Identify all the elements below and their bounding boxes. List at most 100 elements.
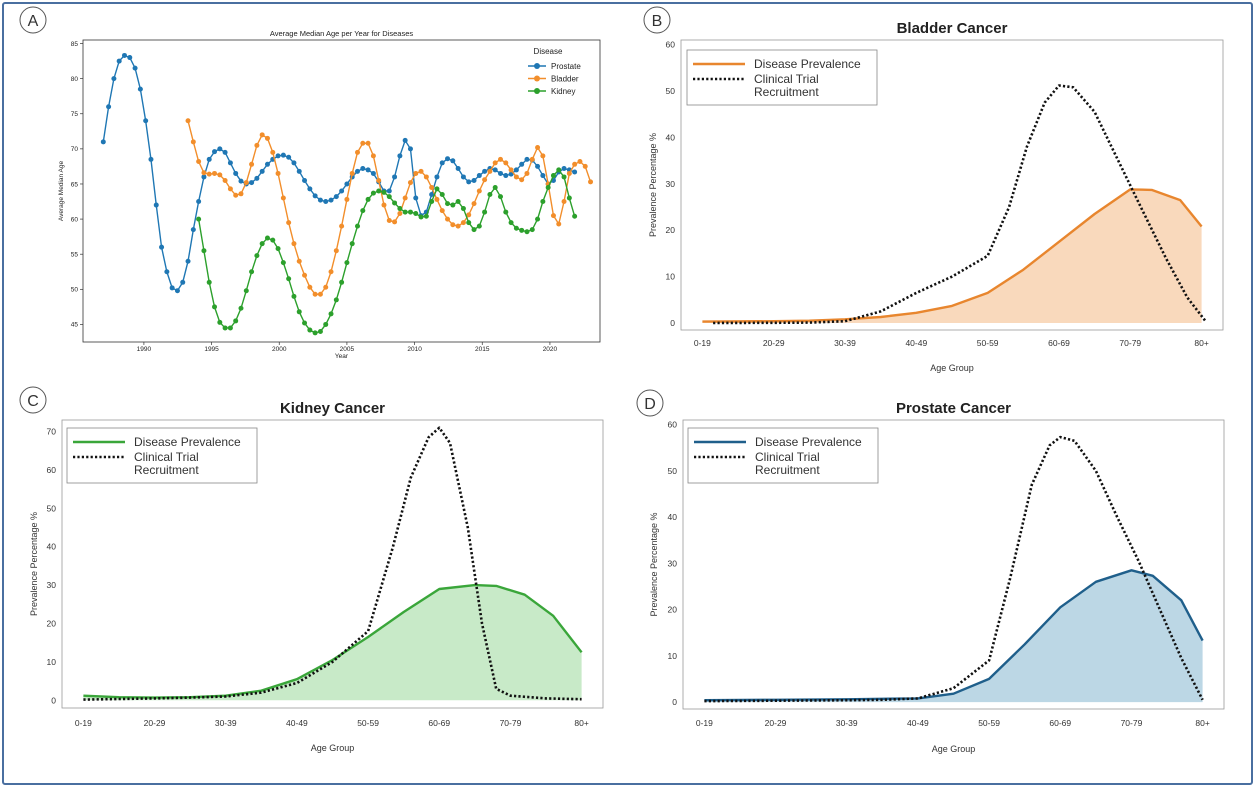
data-point bbox=[503, 209, 509, 215]
data-point bbox=[344, 196, 350, 202]
data-point bbox=[264, 235, 270, 241]
data-point bbox=[339, 279, 345, 285]
data-point bbox=[376, 177, 382, 183]
data-point bbox=[397, 210, 403, 216]
data-point bbox=[307, 186, 313, 192]
data-point bbox=[185, 118, 191, 124]
data-point bbox=[159, 244, 165, 250]
panel-letter-circle bbox=[643, 6, 671, 34]
data-point bbox=[445, 156, 451, 162]
data-point bbox=[323, 284, 329, 290]
data-point bbox=[392, 219, 398, 225]
legend-box bbox=[687, 427, 879, 484]
x-tick-label: 40-49 bbox=[907, 718, 929, 728]
panel-letter-text: A bbox=[28, 13, 39, 30]
data-point bbox=[566, 170, 572, 176]
data-point bbox=[106, 104, 112, 110]
data-point bbox=[222, 149, 228, 155]
data-point bbox=[201, 170, 207, 176]
data-point bbox=[497, 194, 503, 200]
data-point bbox=[402, 137, 408, 143]
data-point bbox=[360, 208, 366, 214]
data-point bbox=[238, 305, 244, 311]
data-point bbox=[376, 188, 382, 194]
data-point bbox=[217, 172, 223, 178]
data-point bbox=[471, 201, 477, 207]
data-point bbox=[243, 288, 249, 294]
legend-marker bbox=[534, 63, 540, 69]
x-axis-label: Year bbox=[335, 353, 349, 360]
data-point bbox=[497, 170, 503, 176]
data-point bbox=[434, 174, 440, 180]
data-point bbox=[196, 216, 202, 222]
data-point bbox=[561, 199, 567, 205]
y-tick-label: 60 bbox=[47, 465, 57, 475]
y-tick-label: 50 bbox=[71, 287, 79, 294]
data-point bbox=[201, 248, 207, 254]
data-point bbox=[206, 279, 212, 285]
y-tick-label: 60 bbox=[666, 40, 676, 50]
data-point bbox=[529, 227, 535, 233]
data-point bbox=[307, 327, 313, 333]
data-point bbox=[418, 214, 424, 220]
data-point bbox=[487, 192, 493, 198]
x-axis-label: Age Group bbox=[932, 744, 976, 754]
y-tick-label: 60 bbox=[71, 216, 79, 223]
data-point bbox=[360, 166, 366, 172]
data-point bbox=[270, 237, 276, 243]
data-point bbox=[259, 241, 265, 247]
data-point bbox=[482, 177, 488, 183]
data-point bbox=[365, 140, 371, 146]
x-tick-label: 70-79 bbox=[1121, 718, 1143, 728]
data-point bbox=[519, 161, 525, 167]
data-point bbox=[439, 192, 445, 198]
y-tick-label: 70 bbox=[71, 146, 79, 153]
series-bladder bbox=[185, 118, 594, 297]
data-point bbox=[365, 167, 371, 173]
data-point bbox=[588, 179, 594, 185]
data-point bbox=[402, 195, 408, 201]
y-axis-label: Prevalence Percentage % bbox=[29, 512, 39, 616]
data-point bbox=[513, 174, 519, 180]
data-point bbox=[397, 206, 403, 212]
y-tick-label: 65 bbox=[71, 181, 79, 188]
panel-letter-text: B bbox=[652, 13, 663, 30]
legend-label: Prostate bbox=[551, 62, 581, 71]
data-point bbox=[429, 184, 435, 190]
y-tick-label: 75 bbox=[71, 111, 79, 118]
data-point bbox=[439, 160, 445, 166]
data-point bbox=[413, 170, 419, 176]
data-point bbox=[561, 174, 567, 180]
data-point bbox=[259, 168, 265, 174]
data-point bbox=[513, 167, 519, 173]
data-point bbox=[386, 194, 392, 200]
data-point bbox=[466, 220, 472, 226]
data-point bbox=[386, 188, 392, 194]
legend-trial-label: Recruitment bbox=[134, 463, 199, 477]
data-point bbox=[233, 170, 239, 176]
data-point bbox=[238, 178, 244, 184]
x-tick-label: 20-29 bbox=[144, 718, 166, 728]
x-tick-label: 60-69 bbox=[428, 718, 450, 728]
legend-box bbox=[66, 427, 258, 484]
data-point bbox=[275, 153, 281, 159]
chart-title: Kidney Cancer bbox=[280, 400, 385, 417]
y-tick-label: 45 bbox=[71, 322, 79, 329]
prevalence-area bbox=[83, 585, 582, 701]
data-point bbox=[121, 52, 127, 58]
trial-recruitment-line bbox=[713, 84, 1207, 325]
x-tick-label: 40-49 bbox=[286, 718, 308, 728]
data-point bbox=[402, 209, 408, 215]
data-point bbox=[582, 163, 588, 169]
data-point bbox=[132, 65, 138, 71]
panel-letter-text: C bbox=[27, 393, 39, 410]
data-point bbox=[370, 153, 376, 159]
data-point bbox=[524, 170, 530, 176]
legend-trial-label: Clinical Trial bbox=[754, 72, 819, 86]
data-point bbox=[529, 156, 535, 162]
y-tick-label: 20 bbox=[668, 605, 678, 615]
data-point bbox=[550, 173, 556, 179]
data-point bbox=[492, 184, 498, 190]
x-tick-label: 50-59 bbox=[977, 338, 999, 348]
